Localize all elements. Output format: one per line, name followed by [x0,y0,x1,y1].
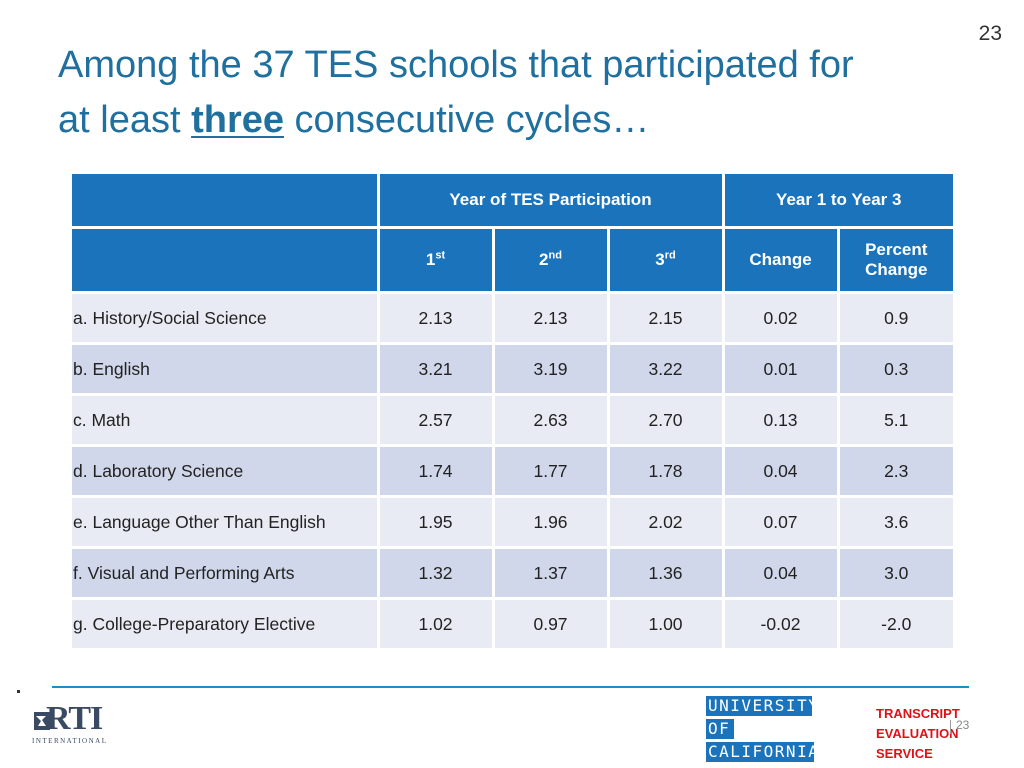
cell-year-3: 1.00 [608,598,725,651]
tes-line-3: SERVICE [876,746,933,761]
cell-year-3: 1.36 [608,547,725,600]
cell-year-1: 1.95 [378,496,495,549]
cell-year-2: 1.77 [493,445,610,498]
cell-change: 0.02 [723,292,840,345]
table-row: e. Language Other Than English 1.95 1.96… [72,496,953,549]
row-label: f. Visual and Performing Arts [72,547,380,600]
page-number: 23 [978,22,1002,45]
column-header-row: 1st 2nd 3rd Change Percent Change [72,227,953,294]
uc-logo: UNIVERSITY OF CALIFORNIA [706,696,820,765]
tes-line-2: EVALUATION [876,726,959,741]
rti-globe-icon [34,712,50,730]
rti-logo: RTI [46,700,103,737]
header-change: Change [723,227,840,294]
footer-rule [52,686,969,688]
cell-percent-change: 3.6 [838,496,953,549]
cell-change: -0.02 [723,598,840,651]
cell-year-2: 1.96 [493,496,610,549]
header-participation: Year of TES Participation [378,174,725,229]
footer-divider [950,720,951,734]
cell-percent-change: 2.3 [838,445,953,498]
cell-percent-change: 5.1 [838,394,953,447]
cell-year-1: 1.74 [378,445,495,498]
header-blank-cell [72,174,380,229]
row-label: a. History/Social Science [72,292,380,345]
cell-year-2: 2.63 [493,394,610,447]
cell-change: 0.04 [723,445,840,498]
cell-change: 0.07 [723,496,840,549]
title-line-2-post: consecutive cycles… [284,99,650,141]
cell-year-1: 1.02 [378,598,495,651]
title-line-2-pre: at least [58,99,192,141]
uc-line-2: OF [706,719,734,739]
header-blank-cell [72,227,380,294]
header-year-3: 3rd [608,227,725,294]
row-label: e. Language Other Than English [72,496,380,549]
table-row: g. College-Preparatory Elective 1.02 0.9… [72,598,953,651]
row-label: g. College-Preparatory Elective [72,598,380,651]
uc-line-3: CALIFORNIA [706,742,820,762]
table-row: a. History/Social Science 2.13 2.13 2.15… [72,292,953,345]
header-year-1: 1st [378,227,495,294]
header-comparison: Year 1 to Year 3 [723,174,953,229]
uc-line-1: UNIVERSITY [706,696,820,716]
header-year-2: 2nd [493,227,610,294]
cell-percent-change: -2.0 [838,598,953,651]
cell-percent-change: 0.9 [838,292,953,345]
cell-year-2: 2.13 [493,292,610,345]
table-row: b. English 3.21 3.19 3.22 0.01 0.3 [72,343,953,396]
cell-year-1: 2.57 [378,394,495,447]
cell-change: 0.01 [723,343,840,396]
row-label: c. Math [72,394,380,447]
tes-logo: TRANSCRIPT EVALUATION SERVICE [876,704,960,764]
row-label: d. Laboratory Science [72,445,380,498]
footer-page-number: 23 [956,718,970,732]
cell-year-3: 2.70 [608,394,725,447]
cell-year-1: 1.32 [378,547,495,600]
stray-dot [17,690,20,693]
slide-title: Among the 37 TES schools that participat… [58,38,958,148]
cell-year-2: 0.97 [493,598,610,651]
cell-year-3: 2.02 [608,496,725,549]
cell-year-2: 1.37 [493,547,610,600]
table-row: d. Laboratory Science 1.74 1.77 1.78 0.0… [72,445,953,498]
cell-change: 0.13 [723,394,840,447]
tes-line-1: TRANSCRIPT [876,706,960,721]
group-header-row: Year of TES Participation Year 1 to Year… [72,174,953,229]
header-percent-change: Percent Change [838,227,953,294]
cell-year-3: 3.22 [608,343,725,396]
title-emphasis: three [191,99,284,141]
row-label: b. English [72,343,380,396]
cell-change: 0.04 [723,547,840,600]
cell-percent-change: 0.3 [838,343,953,396]
cell-percent-change: 3.0 [838,547,953,600]
title-line-2: at least three consecutive cycles… [58,93,958,148]
results-table: Year of TES Participation Year 1 to Year… [72,174,953,651]
cell-year-3: 2.15 [608,292,725,345]
table-row: f. Visual and Performing Arts 1.32 1.37 … [72,547,953,600]
cell-year-3: 1.78 [608,445,725,498]
cell-year-2: 3.19 [493,343,610,396]
title-line-1: Among the 37 TES schools that participat… [58,44,854,86]
table-row: c. Math 2.57 2.63 2.70 0.13 5.1 [72,394,953,447]
cell-year-1: 2.13 [378,292,495,345]
rti-subtext: INTERNATIONAL [32,737,108,745]
cell-year-1: 3.21 [378,343,495,396]
